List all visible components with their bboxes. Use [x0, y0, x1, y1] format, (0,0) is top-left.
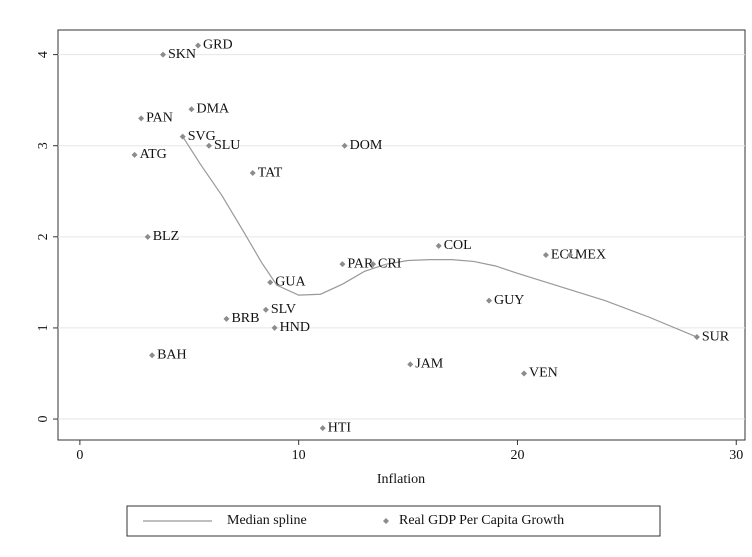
point	[160, 51, 167, 58]
point	[566, 252, 573, 259]
point	[179, 133, 186, 140]
point-label: ATG	[140, 147, 167, 162]
point	[267, 279, 274, 286]
point-label: JAM	[415, 357, 444, 372]
point	[188, 106, 195, 113]
point	[435, 242, 442, 249]
point	[341, 142, 348, 149]
x-tick-label: 30	[729, 448, 743, 463]
y-tick-label: 4	[36, 51, 51, 58]
point-label: DMA	[196, 101, 230, 116]
point	[262, 306, 269, 313]
spline-line	[182, 136, 698, 338]
point-label: SLV	[271, 302, 296, 317]
point	[319, 425, 326, 432]
point	[407, 361, 414, 368]
point-label: SVG	[188, 129, 216, 144]
point-label: PAN	[146, 111, 173, 126]
x-tick-label: 20	[510, 448, 524, 463]
point-label: SKN	[168, 47, 196, 62]
point-label: SLU	[214, 138, 240, 153]
point	[542, 252, 549, 259]
point	[205, 142, 212, 149]
point-label: HND	[280, 320, 310, 335]
point	[249, 170, 256, 177]
point	[149, 352, 156, 359]
point-label: MEX	[575, 247, 606, 262]
point	[521, 370, 528, 377]
x-axis-label: Inflation	[377, 472, 425, 487]
plot-frame	[57, 29, 746, 441]
point-label: GUA	[275, 275, 306, 290]
point	[271, 324, 278, 331]
legend-marker	[383, 518, 389, 524]
legend-label: Median spline	[227, 513, 307, 528]
point	[138, 115, 145, 122]
point	[223, 315, 230, 322]
point-label: TAT	[258, 165, 283, 180]
point	[370, 261, 377, 268]
y-tick-label: 2	[36, 233, 51, 240]
point	[339, 261, 346, 268]
point-label: DOM	[350, 138, 383, 153]
point	[195, 42, 202, 49]
point-label: GRD	[203, 38, 233, 53]
y-tick-label: 1	[36, 324, 51, 331]
point	[486, 297, 493, 304]
point	[131, 151, 138, 158]
point-label: PAR	[347, 256, 374, 271]
point-label: COL	[444, 238, 472, 253]
x-tick-label: 10	[292, 448, 306, 463]
point-label: VEN	[529, 366, 558, 381]
point-label: SUR	[702, 329, 730, 344]
point-label: HTI	[328, 420, 352, 435]
legend-box	[126, 505, 661, 537]
point-label: BLZ	[153, 229, 179, 244]
y-tick-label: 0	[36, 416, 51, 423]
point-label: BRB	[231, 311, 259, 326]
point-label: BAH	[157, 347, 187, 362]
point-label: GUY	[494, 293, 524, 308]
point-label: ECU	[551, 247, 579, 262]
point-label: CRI	[378, 256, 402, 271]
y-tick-label: 3	[36, 142, 51, 149]
x-tick-label: 0	[76, 448, 83, 463]
legend-label: Real GDP Per Capita Growth	[399, 513, 564, 528]
point	[693, 334, 700, 341]
point	[144, 233, 151, 240]
